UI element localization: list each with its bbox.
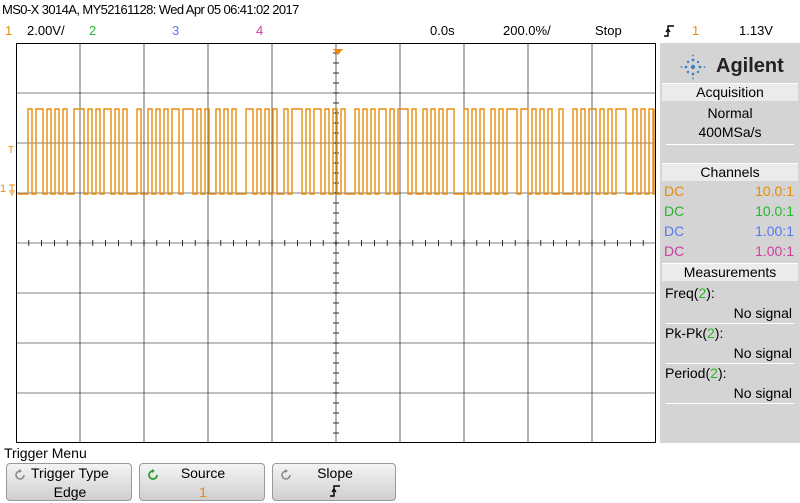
timebase-readout[interactable]: 200.0%/ bbox=[503, 23, 551, 38]
acquisition-mode: Normal bbox=[707, 105, 753, 121]
measurements-header[interactable]: Measurements bbox=[662, 263, 798, 281]
menu-title: Trigger Menu bbox=[4, 445, 87, 461]
meas-period-label: Period(2): bbox=[665, 365, 727, 381]
delay-readout[interactable]: 0.0s bbox=[430, 23, 455, 38]
channel-status-bar: 1 2.00V/ 2 3 4 0.0s 200.0%/ Stop 1 1.13V bbox=[0, 22, 800, 42]
waveform-display[interactable] bbox=[16, 43, 656, 443]
trigger-type-value: Edge bbox=[53, 484, 87, 500]
rotate-knob-icon bbox=[279, 468, 293, 487]
trigger-channel[interactable]: 1 bbox=[692, 23, 700, 38]
rotate-knob-icon bbox=[146, 468, 160, 487]
brand-logo: Agilent bbox=[660, 49, 800, 85]
slope-label: Slope bbox=[317, 465, 353, 481]
meas-pkpk-value: No signal bbox=[733, 345, 792, 361]
ch3-coupling: DC bbox=[664, 223, 685, 239]
meas-period-value: No signal bbox=[733, 385, 792, 401]
rising-edge-icon bbox=[329, 484, 341, 501]
ch4-coupling: DC bbox=[664, 243, 685, 259]
divider bbox=[666, 323, 794, 324]
meas-close: ): bbox=[717, 365, 727, 381]
trigger-level-marker: T bbox=[8, 145, 15, 156]
slope-softkey[interactable]: Slope bbox=[272, 463, 396, 501]
ch3-number[interactable]: 3 bbox=[172, 23, 180, 38]
meas-pkpk-label: Pk-Pk(2): bbox=[665, 325, 723, 341]
divider bbox=[666, 144, 794, 145]
rising-edge-icon bbox=[663, 24, 675, 41]
graticule bbox=[16, 43, 656, 443]
run-state[interactable]: Stop bbox=[595, 23, 622, 38]
trigger-type-softkey[interactable]: Trigger Type Edge bbox=[6, 463, 132, 501]
divider bbox=[666, 363, 794, 364]
agilent-spark-icon bbox=[680, 54, 706, 80]
source-softkey[interactable]: Source 1 bbox=[139, 463, 265, 501]
trigger-position-marker bbox=[333, 43, 343, 61]
meas-name: Freq( bbox=[665, 285, 699, 301]
sample-rate: 400MSa/s bbox=[698, 124, 762, 140]
ch2-probe: 10.0:1 bbox=[755, 203, 794, 219]
ch4-number[interactable]: 4 bbox=[256, 23, 264, 38]
meas-close: ): bbox=[706, 285, 715, 301]
meas-freq-value: No signal bbox=[733, 305, 792, 321]
ch3-probe: 1.00:1 bbox=[755, 223, 794, 239]
trigger-type-label: Trigger Type bbox=[31, 465, 109, 481]
ch1-ground-marker[interactable]: 1 bbox=[0, 183, 7, 195]
window-title: MS0-X 3014A, MY52161128: Wed Apr 05 06:4… bbox=[2, 2, 299, 17]
ch1-coupling: DC bbox=[664, 183, 685, 199]
ch1-number[interactable]: 1 bbox=[5, 23, 13, 38]
meas-channel: 2 bbox=[710, 365, 718, 381]
ch1-probe: 10.0:1 bbox=[755, 183, 794, 199]
meas-channel: 2 bbox=[698, 285, 707, 301]
rotate-knob-icon bbox=[13, 468, 27, 487]
source-value: 1 bbox=[199, 484, 207, 500]
ch2-number[interactable]: 2 bbox=[89, 23, 97, 38]
brand-name: Agilent bbox=[716, 55, 784, 77]
meas-name: Pk-Pk( bbox=[665, 325, 707, 341]
channels-header[interactable]: Channels bbox=[662, 163, 798, 181]
ch1-scale[interactable]: 2.00V/ bbox=[27, 23, 65, 38]
meas-close: ): bbox=[714, 325, 724, 341]
side-panel: Agilent Acquisition Normal 400MSa/s Chan… bbox=[660, 43, 800, 443]
trigger-level[interactable]: 1.13V bbox=[739, 23, 773, 38]
ground-icon bbox=[8, 183, 16, 202]
ch2-coupling: DC bbox=[664, 203, 685, 219]
divider bbox=[666, 403, 794, 404]
source-label: Source bbox=[180, 465, 226, 481]
meas-name: Period( bbox=[665, 365, 711, 381]
ch1-waveform bbox=[18, 108, 655, 195]
meas-freq-label: Freq(2): bbox=[665, 285, 715, 301]
meas-channel: 2 bbox=[707, 325, 715, 341]
acquisition-header[interactable]: Acquisition bbox=[662, 83, 798, 101]
ch4-probe: 1.00:1 bbox=[755, 243, 794, 259]
